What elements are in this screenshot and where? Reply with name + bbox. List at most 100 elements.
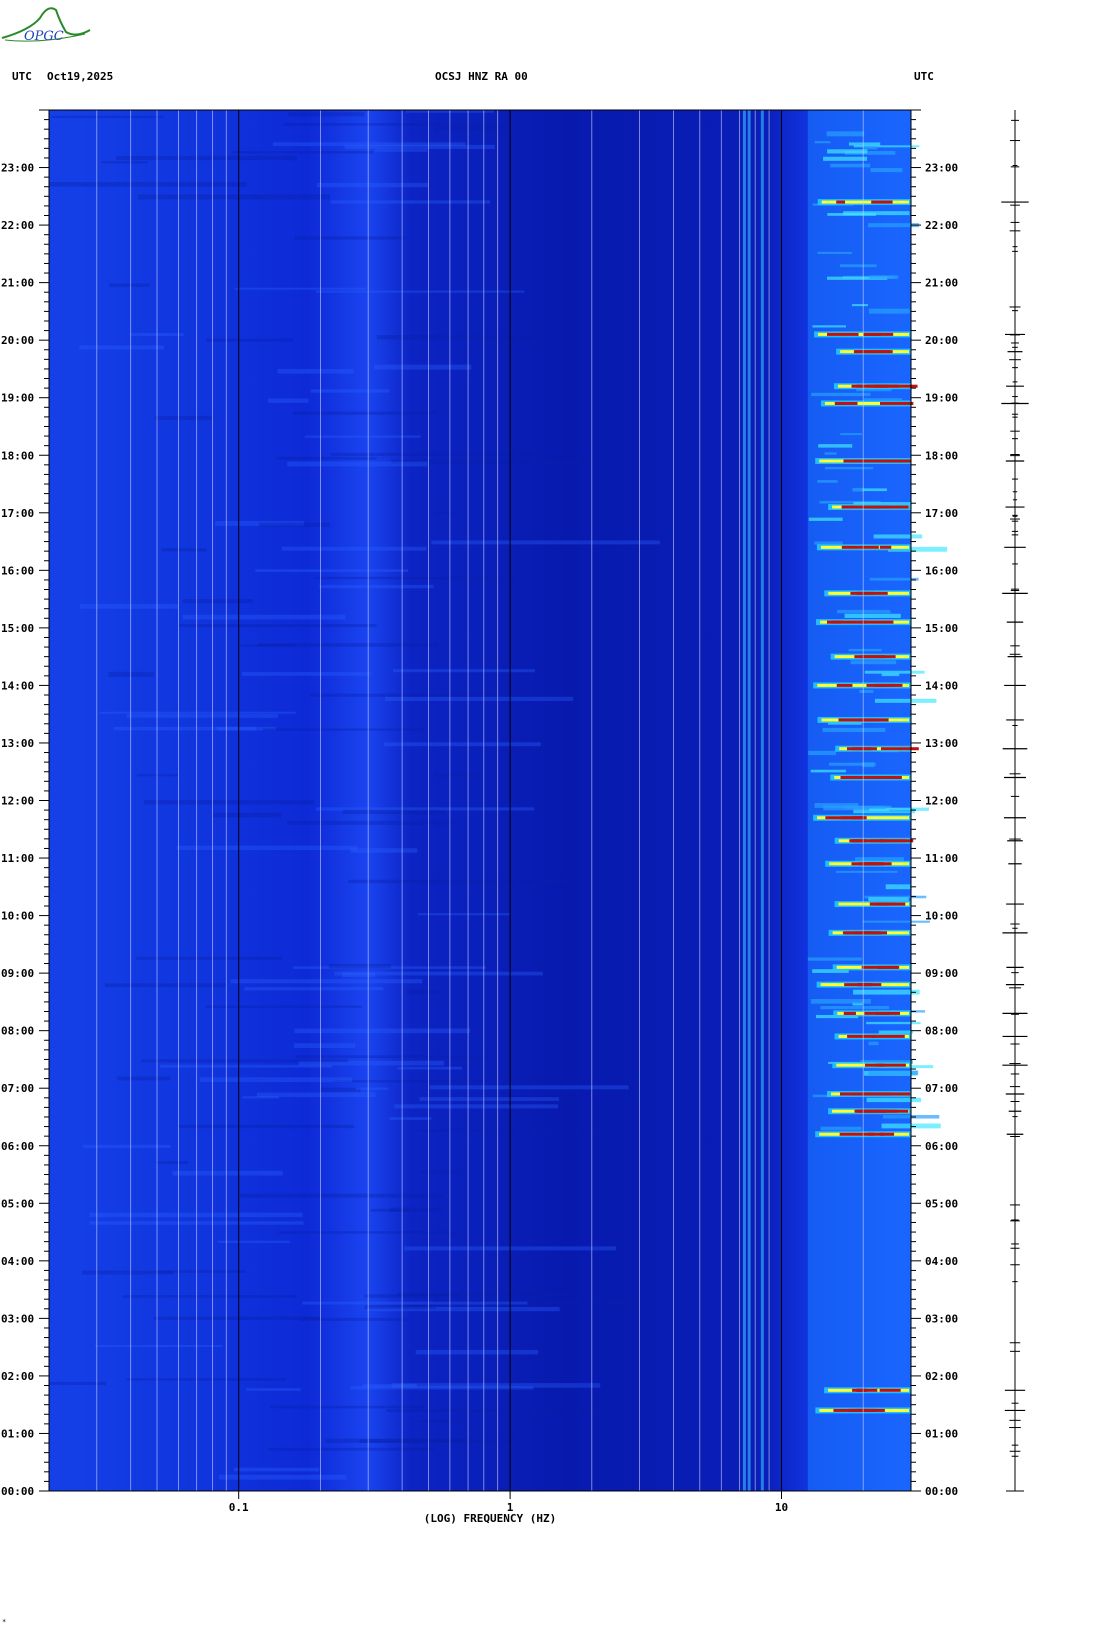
event-peak (846, 747, 877, 751)
logo-text: OPGC (24, 29, 64, 44)
spectrogram-background (49, 110, 911, 1491)
noise-streak (89, 1212, 303, 1218)
noise-streak (155, 1270, 247, 1273)
noise-streak (434, 126, 506, 130)
noise-streak (418, 1171, 464, 1174)
event-peak (861, 965, 898, 969)
noise-streak (319, 584, 434, 589)
event-peak (849, 839, 868, 843)
noise-streak (83, 1144, 171, 1149)
hf-noise-streak (839, 264, 877, 268)
event-peak (843, 459, 875, 463)
noise-streak (389, 1207, 442, 1212)
y-label-right: 21:00 (925, 277, 958, 290)
y-label-right: 18:00 (925, 449, 958, 462)
event-peak (871, 200, 893, 204)
noise-streak (386, 1409, 608, 1412)
y-label-left: 21:00 (1, 277, 34, 290)
event-peak (879, 1388, 901, 1392)
hf-noise-streak (853, 808, 916, 814)
noise-streak (234, 287, 367, 290)
hf-noise-streak (868, 308, 910, 314)
x-tick-label: 1 (507, 1501, 514, 1514)
noise-streak (434, 511, 473, 514)
noise-streak (359, 1439, 523, 1443)
event-peak (849, 1408, 885, 1412)
noise-streak (259, 522, 330, 527)
y-label-right: 17:00 (925, 507, 958, 520)
opgc-logo: OPGC (1, 7, 91, 44)
noise-streak (115, 155, 298, 161)
noise-streak (206, 338, 294, 342)
event-peak (877, 1063, 906, 1067)
y-label-right: 08:00 (925, 1025, 958, 1038)
noise-streak (126, 1378, 286, 1381)
noise-streak (233, 1467, 320, 1472)
event-peak (871, 591, 888, 595)
hf-noise-streak (814, 803, 859, 808)
noise-streak (255, 569, 409, 572)
event-peak (831, 620, 866, 624)
noise-streak (298, 1060, 445, 1066)
noise-streak (366, 1306, 560, 1312)
station-title: OCSJ HNZ RA 00 (435, 70, 528, 83)
noise-streak (136, 956, 283, 960)
noise-streak (182, 599, 253, 604)
event-peak (872, 1092, 911, 1096)
hf-noise-streak (818, 444, 853, 448)
y-label-right: 15:00 (925, 622, 958, 635)
utc-label-right: UTC (914, 70, 934, 83)
hf-noise-streak (869, 807, 929, 811)
event-peak (866, 683, 895, 687)
event-peak (853, 350, 863, 354)
y-label-right: 20:00 (925, 334, 958, 347)
noise-streak (199, 1077, 353, 1083)
hf-noise-streak (814, 541, 843, 545)
noise-streak (350, 1386, 534, 1390)
noise-streak (319, 1087, 361, 1092)
event-peak (836, 401, 858, 405)
noise-streak (108, 671, 155, 677)
hf-noise-streak (852, 487, 864, 492)
noise-streak (182, 614, 346, 620)
noise-streak (342, 972, 376, 977)
noise-streak (287, 461, 428, 467)
noise-streak (216, 726, 257, 731)
noise-streak (376, 335, 539, 340)
y-label-right: 22:00 (925, 219, 958, 232)
hf-noise-streak (864, 670, 925, 674)
event-peak (862, 862, 880, 866)
noise-streak (419, 1420, 461, 1423)
event-peak (868, 718, 889, 722)
noise-streak (82, 1270, 174, 1275)
y-label-right: 06:00 (925, 1140, 958, 1153)
event-peak (834, 401, 844, 405)
noise-streak (374, 364, 472, 370)
noise-streak (331, 452, 538, 456)
event-peak (868, 931, 880, 935)
noise-streak (406, 989, 441, 995)
event-band (821, 200, 909, 204)
noise-streak (262, 728, 426, 731)
hf-noise-streak (822, 727, 886, 733)
y-label-left: 17:00 (1, 507, 34, 520)
noise-streak (270, 1405, 425, 1409)
noise-streak (295, 1055, 490, 1059)
event-peak (869, 839, 906, 843)
noise-streak (218, 1474, 347, 1480)
hf-noise-streak (853, 989, 920, 995)
noise-streak (397, 1066, 462, 1070)
noise-streak (342, 809, 446, 815)
event-peak (854, 931, 870, 935)
hf-noise-streak (868, 1070, 919, 1076)
event-peak (880, 1132, 895, 1136)
noise-streak (295, 236, 406, 240)
hf-noise-streak (810, 999, 872, 1004)
hf-noise-streak (826, 131, 865, 137)
hf-noise-streak (869, 577, 919, 581)
noise-streak (304, 435, 421, 438)
noise-streak (298, 1317, 407, 1321)
hf-noise-streak (866, 1021, 921, 1025)
event-peak (876, 1011, 900, 1015)
